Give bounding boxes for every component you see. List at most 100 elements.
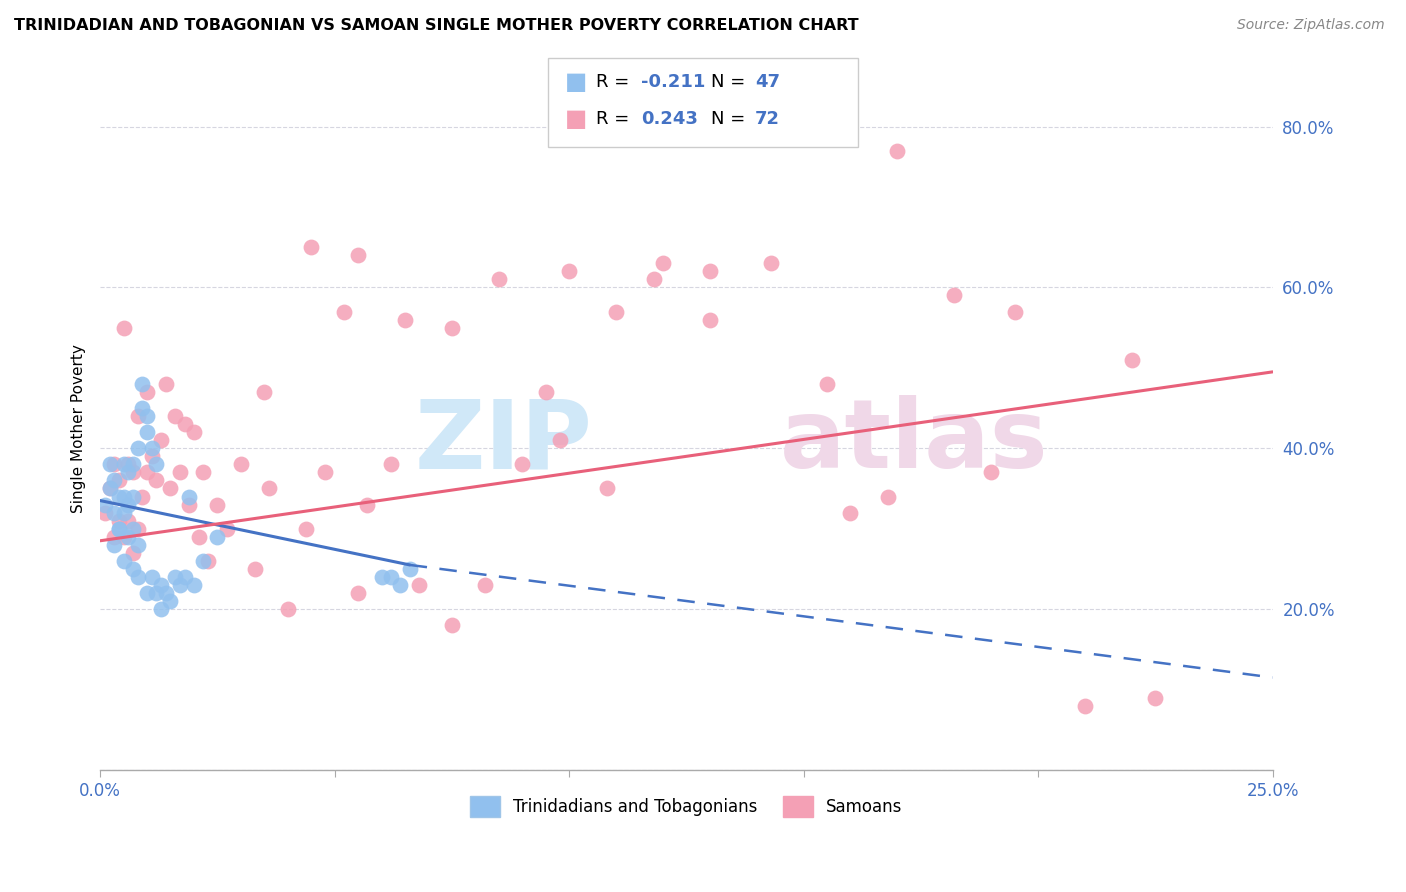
Point xyxy=(877,490,900,504)
Text: R =: R = xyxy=(596,73,636,91)
Point xyxy=(165,409,187,423)
Point xyxy=(108,474,131,488)
Point xyxy=(215,522,238,536)
Point xyxy=(141,450,163,464)
Point xyxy=(394,312,416,326)
Legend: Trinidadians and Tobagonians, Samoans: Trinidadians and Tobagonians, Samoans xyxy=(464,789,910,823)
Text: ZIP: ZIP xyxy=(415,395,592,488)
Point xyxy=(145,458,167,472)
Text: atlas: atlas xyxy=(780,395,1049,488)
Point xyxy=(183,578,205,592)
Point xyxy=(103,538,125,552)
Text: Source: ZipAtlas.com: Source: ZipAtlas.com xyxy=(1237,18,1385,32)
Text: 72: 72 xyxy=(755,110,780,128)
Point xyxy=(155,376,177,391)
Point xyxy=(1144,690,1167,705)
Point xyxy=(150,578,173,592)
Point xyxy=(112,458,135,472)
Point xyxy=(122,466,145,480)
Point xyxy=(136,384,159,399)
Point xyxy=(179,490,201,504)
Point xyxy=(1074,698,1097,713)
Point xyxy=(839,506,862,520)
Text: N =: N = xyxy=(711,73,751,91)
Point xyxy=(108,490,131,504)
Point xyxy=(141,570,163,584)
Point xyxy=(815,376,838,391)
Point xyxy=(112,554,135,568)
Point xyxy=(122,562,145,576)
Point xyxy=(380,458,402,472)
Point xyxy=(98,482,121,496)
Point xyxy=(510,458,533,472)
Point xyxy=(122,522,145,536)
Text: TRINIDADIAN AND TOBAGONIAN VS SAMOAN SINGLE MOTHER POVERTY CORRELATION CHART: TRINIDADIAN AND TOBAGONIAN VS SAMOAN SIN… xyxy=(14,18,859,33)
Point xyxy=(356,498,378,512)
Point xyxy=(440,618,463,632)
Point xyxy=(257,482,280,496)
Point xyxy=(117,530,139,544)
Point xyxy=(243,562,266,576)
Point xyxy=(277,602,299,616)
Point xyxy=(122,490,145,504)
Point xyxy=(229,458,252,472)
Text: 0.243: 0.243 xyxy=(641,110,697,128)
Point xyxy=(94,506,117,520)
Point xyxy=(136,425,159,440)
Point xyxy=(299,240,322,254)
Point xyxy=(108,522,131,536)
Point xyxy=(1004,304,1026,318)
Point xyxy=(150,434,173,448)
Point xyxy=(558,264,581,278)
Point xyxy=(127,442,149,456)
Point xyxy=(169,466,191,480)
Point xyxy=(136,409,159,423)
Point xyxy=(1121,352,1143,367)
Point xyxy=(179,498,201,512)
Point xyxy=(440,320,463,334)
Point xyxy=(643,272,665,286)
Point xyxy=(651,256,673,270)
Point xyxy=(605,304,627,318)
Point xyxy=(108,522,131,536)
Point xyxy=(183,425,205,440)
Point xyxy=(155,586,177,600)
Point xyxy=(253,384,276,399)
Text: R =: R = xyxy=(596,110,636,128)
Point xyxy=(488,272,510,286)
Point xyxy=(942,288,965,302)
Point xyxy=(103,506,125,520)
Point xyxy=(127,409,149,423)
Point xyxy=(408,578,430,592)
Y-axis label: Single Mother Poverty: Single Mother Poverty xyxy=(72,343,86,513)
Point xyxy=(94,498,117,512)
Point xyxy=(117,458,139,472)
Point xyxy=(127,522,149,536)
Point xyxy=(98,482,121,496)
Point xyxy=(117,514,139,528)
Point xyxy=(187,530,209,544)
Point xyxy=(193,466,215,480)
Point xyxy=(131,490,153,504)
Point xyxy=(207,530,229,544)
Point xyxy=(165,570,187,584)
Point xyxy=(347,248,370,262)
Point xyxy=(103,530,125,544)
Text: 47: 47 xyxy=(755,73,780,91)
Point xyxy=(98,458,121,472)
Point xyxy=(193,554,215,568)
Point xyxy=(886,144,908,158)
Point xyxy=(117,466,139,480)
Text: ■: ■ xyxy=(565,107,588,130)
Point xyxy=(112,506,135,520)
Point xyxy=(150,602,173,616)
Point xyxy=(159,482,181,496)
Point xyxy=(173,417,195,432)
Text: ■: ■ xyxy=(565,70,588,94)
Point xyxy=(759,256,782,270)
Point xyxy=(534,384,557,399)
Point xyxy=(136,466,159,480)
Point xyxy=(314,466,336,480)
Point xyxy=(699,264,721,278)
Point xyxy=(548,434,571,448)
